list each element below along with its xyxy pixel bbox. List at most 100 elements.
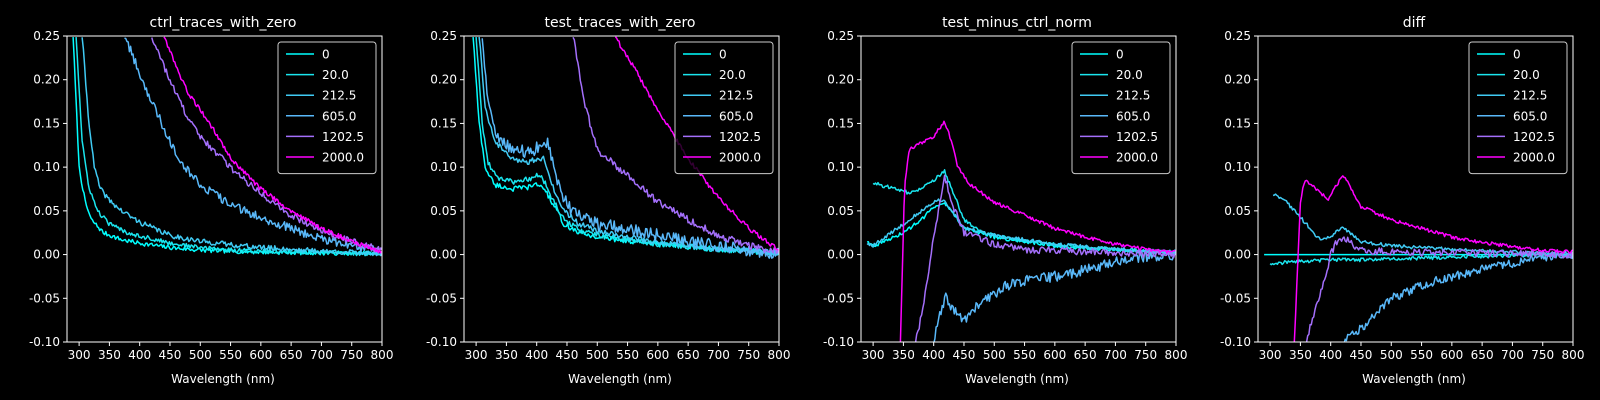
legend-label: 0 <box>1116 48 1124 62</box>
series-line-1202-5 <box>914 174 1176 342</box>
subplot-title: ctrl_traces_with_zero <box>150 15 297 31</box>
x-tick-label: 750 <box>340 348 363 362</box>
legend-label: 605.0 <box>322 109 356 123</box>
legend-label: 20.0 <box>1116 68 1143 82</box>
legend: 0 20.0 212.5 605.0 1202.5 2000.0 <box>277 41 377 175</box>
y-tick-label: 0.15 <box>430 116 457 130</box>
subplot-title: test_traces_with_zero <box>545 15 696 31</box>
x-tick-label: 800 <box>768 348 791 362</box>
y-tick-label: 0.15 <box>33 116 60 130</box>
x-tick-label: 350 <box>495 348 518 362</box>
x-tick-label: 500 <box>983 348 1006 362</box>
x-tick-label: 300 <box>1259 348 1282 362</box>
x-tick-label: 700 <box>1104 348 1127 362</box>
legend-label: 0 <box>322 48 330 62</box>
legend: 0 20.0 212.5 605.0 1202.5 2000.0 <box>1071 41 1171 175</box>
y-tick-label: 0.05 <box>430 204 457 218</box>
y-tick-label: -0.05 <box>823 291 854 305</box>
subplot-4: diff 300 350 400 450 500 550 600 650 700 750 800 -0… <box>1220 15 1585 386</box>
x-tick-label: 350 <box>98 348 121 362</box>
legend-label: 1202.5 <box>322 130 364 144</box>
legend-label: 1202.5 <box>1116 130 1158 144</box>
y-tick-label: 0.05 <box>33 204 60 218</box>
series-line-2000-0 <box>899 120 1176 342</box>
y-tick-label: 0.00 <box>827 248 854 262</box>
legend: 0 20.0 212.5 605.0 1202.5 2000.0 <box>1468 41 1568 175</box>
x-tick-label: 500 <box>189 348 212 362</box>
x-tick-label: 650 <box>1074 348 1097 362</box>
legend: 0 20.0 212.5 605.0 1202.5 2000.0 <box>674 41 774 175</box>
x-tick-label: 550 <box>616 348 639 362</box>
plot-traces <box>1264 175 1573 342</box>
y-tick-label: -0.10 <box>823 335 854 349</box>
y-tick-label: 0.25 <box>1224 29 1251 43</box>
legend-label: 212.5 <box>322 89 356 103</box>
y-tick-label: 0.00 <box>1224 248 1251 262</box>
x-tick-label: 300 <box>862 348 885 362</box>
legend-label: 20.0 <box>719 68 746 82</box>
x-tick-label: 300 <box>68 348 91 362</box>
series-line-212-5 <box>81 37 382 257</box>
x-tick-label: 700 <box>1501 348 1524 362</box>
legend-label: 605.0 <box>1116 109 1150 123</box>
x-tick-label: 450 <box>953 348 976 362</box>
y-tick-label: 0.10 <box>430 160 457 174</box>
x-tick-label: 750 <box>1531 348 1554 362</box>
x-tick-label: 400 <box>922 348 945 362</box>
series-line-605-0 <box>481 38 779 259</box>
y-tick-label: 0.00 <box>430 248 457 262</box>
x-tick-label: 400 <box>525 348 548 362</box>
series-line-2000-0 <box>1293 175 1573 342</box>
series-line-0 <box>472 37 779 256</box>
plot-area: 300 350 400 450 500 550 600 650 700 750 800 -0.10 -0… <box>29 29 394 362</box>
y-tick-label: -0.10 <box>426 335 457 349</box>
y-tick-label: 0.10 <box>1224 160 1251 174</box>
x-tick-label: 750 <box>737 348 760 362</box>
series-line-212-5 <box>866 198 1176 255</box>
plot-traces <box>472 36 779 259</box>
plot-area: 300 350 400 450 500 550 600 650 700 750 800 -0.10 -0… <box>1220 29 1585 362</box>
series-line-605-0 <box>124 37 382 256</box>
y-tick-label: 0.20 <box>33 73 60 87</box>
x-axis-label: Wavelength (nm) <box>171 372 275 386</box>
x-tick-label: 400 <box>128 348 151 362</box>
x-tick-label: 300 <box>465 348 488 362</box>
x-tick-label: 800 <box>371 348 394 362</box>
x-tick-label: 500 <box>1380 348 1403 362</box>
series-line-212-5 <box>478 36 779 256</box>
y-tick-label: -0.10 <box>29 335 60 349</box>
axes-frame <box>463 35 780 343</box>
x-tick-label: 600 <box>249 348 272 362</box>
axes-frame <box>1257 35 1574 343</box>
plot-area: 300 350 400 450 500 550 600 650 700 750 800 -0.10 -0… <box>426 29 791 362</box>
plot-area: 300 350 400 450 500 550 600 650 700 750 800 -0.10 -0… <box>823 29 1188 362</box>
x-tick-label: 650 <box>280 348 303 362</box>
legend-label: 2000.0 <box>1116 151 1158 165</box>
y-tick-label: 0.05 <box>827 204 854 218</box>
y-tick-label: 0.15 <box>827 116 854 130</box>
legend-label: 2000.0 <box>1513 151 1555 165</box>
legend-label: 20.0 <box>1513 68 1540 82</box>
legend-label: 212.5 <box>719 89 753 103</box>
x-tick-label: 650 <box>1471 348 1494 362</box>
y-tick-label: 0.00 <box>33 248 60 262</box>
legend-label: 1202.5 <box>719 130 761 144</box>
legend-label: 20.0 <box>322 68 349 82</box>
legend-label: 2000.0 <box>719 151 761 165</box>
y-tick-label: -0.05 <box>29 291 60 305</box>
axes-frame <box>860 35 1177 343</box>
y-tick-label: 0.05 <box>1224 204 1251 218</box>
legend-label: 212.5 <box>1116 89 1150 103</box>
legend-label: 605.0 <box>719 109 753 123</box>
subplot-title: test_minus_ctrl_norm <box>942 15 1092 31</box>
axes-frame <box>66 35 383 343</box>
y-tick-label: 0.25 <box>33 29 60 43</box>
x-tick-label: 600 <box>646 348 669 362</box>
x-tick-label: 550 <box>1013 348 1036 362</box>
y-tick-label: 0.20 <box>1224 73 1251 87</box>
x-tick-label: 500 <box>586 348 609 362</box>
plot-traces <box>866 120 1176 342</box>
x-tick-label: 550 <box>1410 348 1433 362</box>
